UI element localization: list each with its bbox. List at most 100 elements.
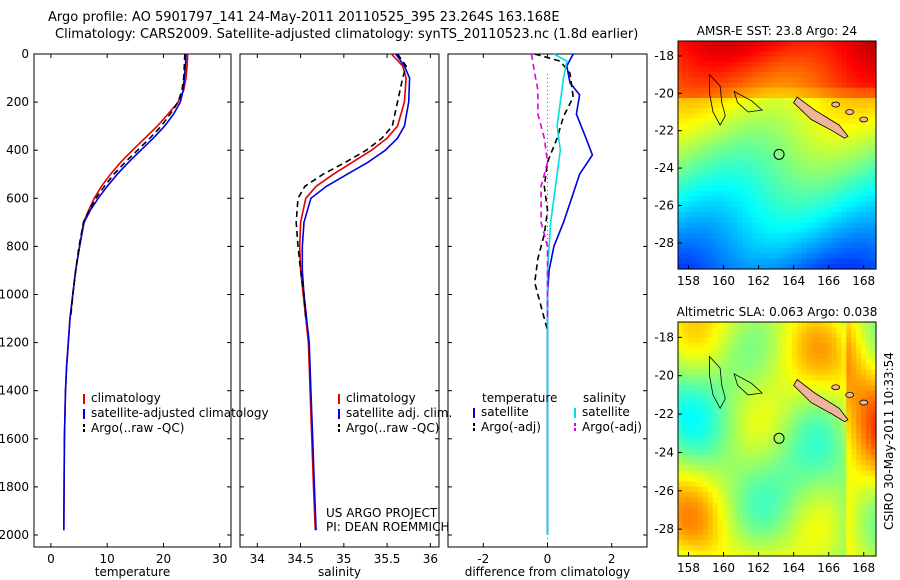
sst_map-cell xyxy=(781,92,788,99)
sst_map-cell xyxy=(806,72,813,78)
sla_map-cell xyxy=(707,375,714,382)
sla_map-cell xyxy=(836,470,842,477)
sst_map-cell xyxy=(742,222,748,229)
sla_map-xtick-label: 166 xyxy=(817,561,840,575)
sla_map-cell xyxy=(687,380,694,387)
sla_map-cell xyxy=(687,337,694,344)
sla_map-cell xyxy=(841,481,847,488)
sst_map-cell xyxy=(836,196,842,203)
sst_map-cell xyxy=(866,263,872,270)
sla_map-cell xyxy=(836,439,842,445)
sst_map-cell xyxy=(851,212,857,218)
sst_map-cell xyxy=(742,108,748,115)
sla_map-cell xyxy=(801,407,808,414)
sla_map-cell xyxy=(777,375,783,382)
sst_map-cell xyxy=(687,201,694,208)
sla_map-cell xyxy=(871,439,877,445)
sla_map-cell xyxy=(791,486,798,493)
sla_map-cell xyxy=(861,412,867,419)
sla_map-cell xyxy=(772,359,778,366)
sla_map-cell xyxy=(692,486,699,493)
sst_map-cell xyxy=(742,170,748,177)
sla_map-cell xyxy=(846,545,852,552)
sst_map-cell xyxy=(826,217,833,223)
sst_map-cell xyxy=(791,217,798,223)
sla_map-cell xyxy=(707,364,714,371)
sst_map-cell xyxy=(752,118,758,125)
sst_map-cell xyxy=(717,98,724,104)
sla_map-cell xyxy=(861,348,867,355)
sst_map-cell xyxy=(856,212,862,218)
sla_map-cell xyxy=(707,486,714,493)
sla_map-cell xyxy=(831,534,837,541)
sla_map-cell xyxy=(777,492,783,499)
sst_map-cell xyxy=(821,144,828,151)
sst_map-cell xyxy=(742,66,748,73)
sla_map-cell xyxy=(831,502,837,509)
sla_map-cell xyxy=(702,444,709,451)
sst_map-cell xyxy=(796,227,803,234)
sla_map-cell xyxy=(816,545,823,552)
sla_map-cell xyxy=(712,369,719,376)
sst_map-cell xyxy=(767,160,773,166)
sla_map-cell xyxy=(702,348,709,355)
sla_map-cell xyxy=(816,433,823,440)
sla_map-cell xyxy=(747,497,753,504)
sst_map-cell xyxy=(791,46,798,52)
sst_map-cell xyxy=(697,160,704,166)
sla_map-cell xyxy=(717,385,724,392)
sst_map-cell xyxy=(861,46,867,52)
sst_map-cell xyxy=(712,227,719,234)
sst_map-cell xyxy=(831,248,837,255)
sst_map-cell xyxy=(841,66,847,73)
sst_map-cell xyxy=(702,72,709,78)
sla_map-cell xyxy=(851,449,857,456)
sst_map-cell xyxy=(727,46,734,52)
sla_map-cell xyxy=(871,412,877,419)
sst_map-reef xyxy=(733,90,764,113)
sst_map-cell xyxy=(727,175,734,182)
sst_map-cell xyxy=(871,123,877,130)
sla_map-cell xyxy=(767,439,773,445)
sst_map-cell xyxy=(826,61,833,68)
sla_map-cell xyxy=(742,439,748,445)
sst_map-cell xyxy=(836,227,842,234)
sst_map-cell xyxy=(816,77,823,84)
sst_map-cell xyxy=(811,46,818,52)
sst_map-cell xyxy=(811,248,818,255)
sla_map-cell xyxy=(836,518,842,525)
sst_map-cell xyxy=(801,123,808,130)
sla_map-cell xyxy=(762,524,768,531)
sst_map-cell xyxy=(841,201,847,208)
sst_map-cell xyxy=(846,77,852,84)
sst_map-cell xyxy=(742,51,748,58)
sst_map-cell xyxy=(806,175,813,182)
sla_map-cell xyxy=(866,407,872,414)
sst_map-cell xyxy=(737,134,743,141)
sst_map-cell xyxy=(826,149,833,156)
sst_map-cell xyxy=(747,248,753,255)
sla_map-cell xyxy=(841,353,847,360)
sst_map-cell xyxy=(687,129,694,135)
sst_map-cell xyxy=(836,191,842,198)
sst_map-cell xyxy=(727,61,734,68)
sla_map-cell xyxy=(861,391,867,398)
sst_map-cell xyxy=(861,56,867,63)
sla_map-cell xyxy=(846,433,852,440)
sst_map-cell xyxy=(806,237,813,244)
sst_map-cell xyxy=(697,206,704,213)
sla_map-cell xyxy=(722,534,729,541)
sla_map-cell xyxy=(687,332,694,339)
sst_map-cell xyxy=(791,237,798,244)
sst_map-cell xyxy=(816,237,823,244)
sla_map-cell xyxy=(836,428,842,435)
sla_map-cell xyxy=(727,486,734,493)
sst_map-cell xyxy=(767,87,773,94)
sla_map-cell xyxy=(861,380,867,387)
sst_map-cell xyxy=(678,227,684,234)
sst_map-cell xyxy=(717,51,724,58)
sst_map-cell xyxy=(702,103,709,109)
sst_map-cell xyxy=(747,237,753,244)
sst_map-cell xyxy=(861,180,867,187)
sst_map-cell xyxy=(737,139,743,146)
